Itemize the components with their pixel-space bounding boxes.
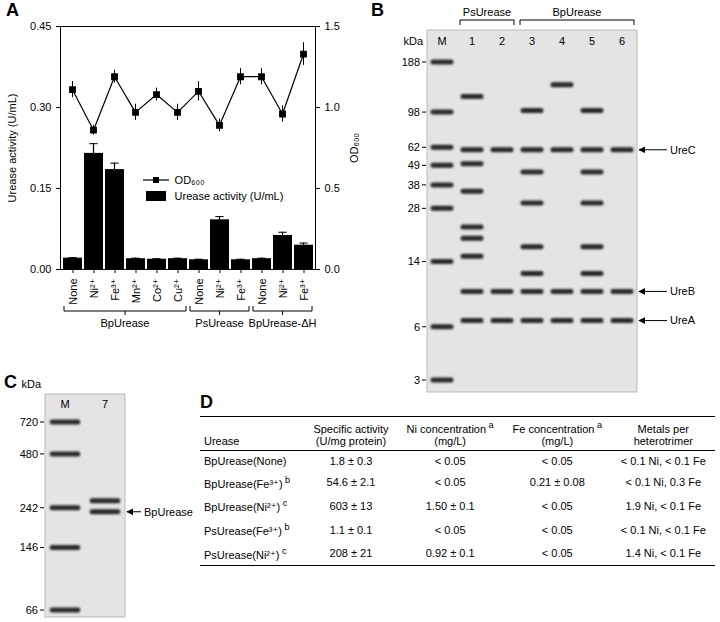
svg-text:66: 66	[26, 604, 38, 616]
svg-text:kDa: kDa	[21, 378, 41, 390]
svg-text:kDa: kDa	[403, 35, 423, 47]
svg-text:7: 7	[102, 398, 108, 410]
html-text:(mg/L): (mg/L)	[434, 434, 466, 447]
html-text:Urease activity (U/mL): Urease activity (U/mL)	[174, 189, 284, 202]
html-text:OD₆₀₀: OD₆₀₀	[174, 173, 205, 186]
html-text:1.50 ± 0.1: 1.50 ± 0.1	[425, 500, 475, 513]
svg-text:Fe³⁺: Fe³⁺	[235, 278, 247, 301]
html-text:< 0.1 Ni, < 0.1 Fe: < 0.1 Ni, < 0.1 Fe	[620, 454, 706, 467]
svg-text:6: 6	[619, 35, 625, 47]
svg-text:0.30: 0.30	[30, 101, 51, 113]
html-text:1.1 ± 0.1: 1.1 ± 0.1	[329, 523, 373, 536]
html-text:PsUrease(Ni²⁺)c: PsUrease(Ni²⁺)c	[204, 545, 287, 561]
html-text:< 0.05: < 0.05	[541, 523, 573, 536]
svg-text:4: 4	[559, 35, 565, 47]
html-text:0.92 ± 0.1: 0.92 ± 0.1	[425, 547, 475, 560]
html-text:< 0.05: < 0.05	[434, 454, 466, 467]
html-text:Fe concentrationa: Fe concentrationa	[512, 420, 603, 435]
svg-text:None: None	[193, 279, 205, 305]
svg-text:38: 38	[408, 179, 420, 191]
html-text:BpUrease(None): BpUrease(None)	[204, 454, 287, 467]
svg-text:0.00: 0.00	[30, 263, 51, 275]
html-text:C: C	[4, 372, 17, 392]
html-text:1.4 Ni, < 0.1 Fe: 1.4 Ni, < 0.1 Fe	[625, 547, 701, 560]
html-text:PsUrease(Fe³⁺)b: PsUrease(Fe³⁺)b	[204, 522, 290, 537]
html-text:D: D	[200, 392, 213, 412]
svg-text:None: None	[256, 279, 268, 305]
html-text:< 0.05: < 0.05	[434, 523, 466, 536]
svg-text:1.0: 1.0	[325, 101, 340, 113]
html-text:(mg/L): (mg/L)	[541, 434, 574, 447]
svg-text:OD₆₀₀: OD₆₀₀	[348, 133, 360, 163]
html-text:1.8 ± 0.3: 1.8 ± 0.3	[329, 454, 373, 467]
svg-text:3: 3	[414, 374, 420, 386]
svg-text:242: 242	[20, 502, 38, 514]
svg-text:None: None	[67, 279, 79, 305]
html-text:0.21 ± 0.08: 0.21 ± 0.08	[529, 476, 585, 489]
svg-text:PsUrease: PsUrease	[463, 6, 511, 18]
svg-text:5: 5	[589, 35, 595, 47]
svg-text:M: M	[60, 398, 69, 410]
html-text:Ni concentrationa: Ni concentrationa	[406, 420, 494, 435]
html-text:< 0.1 Ni, < 0.1 Fe: < 0.1 Ni, < 0.1 Fe	[620, 523, 706, 536]
svg-text:BpUrease: BpUrease	[553, 6, 602, 18]
svg-text:720: 720	[20, 416, 38, 428]
svg-text:Urease activity (U/mL): Urease activity (U/mL)	[6, 94, 18, 203]
svg-text:146: 146	[20, 541, 38, 553]
svg-text:188: 188	[402, 56, 420, 68]
svg-text:1.5: 1.5	[325, 20, 340, 32]
svg-text:BpUrease-ΔH: BpUrease-ΔH	[249, 317, 317, 329]
svg-text:Ni²⁺: Ni²⁺	[88, 278, 100, 298]
svg-text:Ni²⁺: Ni²⁺	[214, 278, 226, 298]
svg-text:Fe³⁺: Fe³⁺	[298, 278, 310, 301]
html-text:208 ± 21: 208 ± 21	[329, 547, 373, 560]
html-text:< 0.05: < 0.05	[541, 500, 573, 513]
svg-text:0.15: 0.15	[30, 182, 51, 194]
html-text:< 0.05: < 0.05	[541, 454, 573, 467]
svg-text:UreC: UreC	[670, 144, 696, 156]
html-text:54.6 ± 2.1: 54.6 ± 2.1	[326, 476, 376, 489]
html-text:< 0.05: < 0.05	[541, 547, 573, 560]
svg-text:BpUrease: BpUrease	[144, 506, 193, 518]
svg-text:62: 62	[408, 141, 420, 153]
svg-text:Co²⁺: Co²⁺	[151, 278, 163, 302]
svg-text:14: 14	[408, 255, 420, 267]
svg-text:M: M	[437, 35, 446, 47]
html-text:1.9 Ni, < 0.1 Fe: 1.9 Ni, < 0.1 Fe	[625, 500, 701, 513]
svg-text:480: 480	[20, 448, 38, 460]
svg-text:UreA: UreA	[670, 314, 696, 326]
html-text:Urease: Urease	[204, 434, 240, 447]
html-text:(U/mg protein): (U/mg protein)	[315, 434, 387, 447]
html-text:< 0.05: < 0.05	[434, 476, 466, 489]
svg-text:Cu²⁺: Cu²⁺	[172, 278, 184, 302]
svg-text:BpUrease: BpUrease	[101, 317, 150, 329]
html-text:Specific activity: Specific activity	[313, 422, 389, 435]
html-text:603 ± 13: 603 ± 13	[329, 500, 373, 513]
svg-text:3: 3	[529, 35, 535, 47]
svg-text:Fe³⁺: Fe³⁺	[109, 278, 121, 301]
svg-text:2: 2	[499, 35, 505, 47]
html-text:A: A	[6, 0, 19, 20]
svg-text:Ni²⁺: Ni²⁺	[277, 278, 289, 298]
html-text:BpUrease(Ni²⁺)c: BpUrease(Ni²⁺)c	[204, 498, 288, 513]
svg-text:6: 6	[414, 321, 420, 333]
html-text:< 0.1 Ni, 0.3 Fe: < 0.1 Ni, 0.3 Fe	[625, 476, 701, 489]
html-text:B: B	[371, 0, 384, 20]
svg-text:98: 98	[408, 106, 420, 118]
svg-text:0.0: 0.0	[325, 263, 340, 275]
svg-text:Mn²⁺: Mn²⁺	[130, 278, 142, 303]
svg-text:49: 49	[408, 159, 420, 171]
svg-text:0.45: 0.45	[30, 20, 51, 32]
svg-text:1: 1	[469, 35, 475, 47]
html-text:heterotrimer: heterotrimer	[633, 434, 693, 447]
html-text:BpUrease(Fe³⁺)b: BpUrease(Fe³⁺)b	[204, 474, 291, 490]
html-text:Metals per: Metals per	[637, 422, 689, 435]
svg-text:28: 28	[408, 202, 420, 214]
svg-text:UreB: UreB	[670, 285, 695, 297]
svg-text:0.5: 0.5	[325, 182, 340, 194]
svg-text:PsUrease: PsUrease	[195, 317, 243, 329]
